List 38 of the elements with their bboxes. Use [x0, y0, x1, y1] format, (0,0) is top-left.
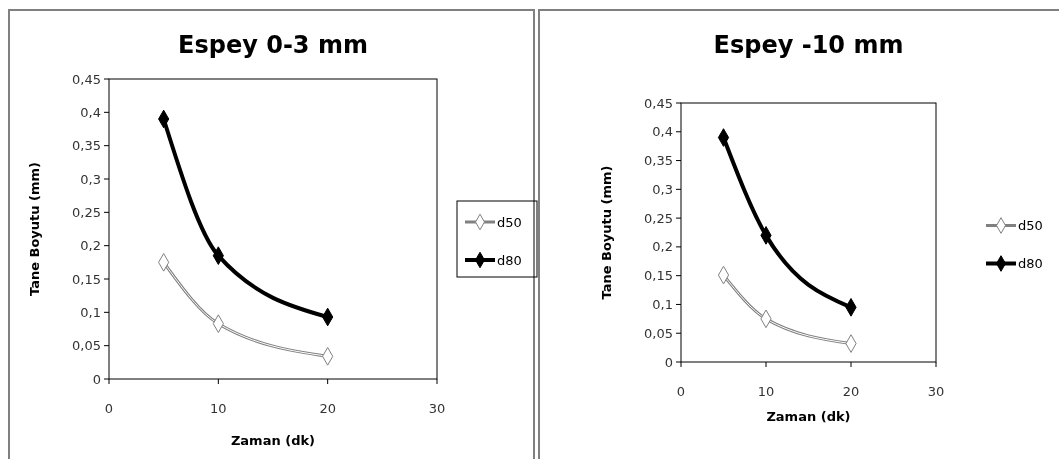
y-tick-label: 0,25 — [644, 210, 673, 226]
x-tick-label: 20 — [319, 401, 336, 416]
x-tick-label: 30 — [927, 384, 945, 399]
chart-title: Espey -10 mm — [713, 31, 904, 59]
y-tick-label: 0,35 — [72, 138, 101, 154]
y-tick-label: 0,15 — [72, 271, 101, 287]
y-tick-label: 0,3 — [652, 181, 673, 197]
y-tick-label: 0 — [92, 371, 101, 387]
y-tick-label: 0,05 — [72, 338, 101, 354]
legend-label: d80 — [1018, 256, 1043, 272]
y-tick-label: 0,4 — [80, 104, 101, 120]
y-tick-label: 0,1 — [652, 296, 673, 312]
y-tick-label: 0,35 — [644, 153, 673, 169]
x-axis-title: Zaman (dk) — [766, 409, 851, 424]
y-tick-label: 0,2 — [652, 239, 673, 255]
legend-label: d80 — [497, 252, 522, 268]
y-tick-label: 0 — [664, 354, 673, 370]
x-axis-title: Zaman (dk) — [230, 433, 316, 448]
y-tick-label: 0,45 — [72, 71, 101, 87]
y-axis-title: Tane Boyutu (mm) — [599, 165, 614, 300]
y-tick-label: 0,45 — [644, 95, 673, 111]
y-tick-label: 0,15 — [644, 268, 673, 284]
x-tick-label: 30 — [428, 401, 446, 416]
x-tick-label: 10 — [210, 401, 227, 416]
x-tick-label: 10 — [757, 384, 775, 399]
x-tick-label: 0 — [676, 384, 686, 399]
y-tick-label: 0,3 — [80, 171, 101, 187]
legend-label: d50 — [1018, 218, 1043, 234]
x-tick-label: 0 — [104, 401, 114, 416]
y-tick-label: 0,4 — [652, 124, 673, 140]
x-tick-label: 20 — [842, 384, 860, 399]
chart-title: Espey 0-3 mm — [178, 31, 368, 59]
legend-label: d50 — [497, 214, 522, 230]
y-axis-title: Tane Boyutu (mm) — [27, 161, 42, 297]
y-tick-label: 0,25 — [72, 204, 101, 220]
y-tick-label: 0,1 — [80, 304, 101, 320]
y-tick-label: 0,2 — [80, 238, 101, 254]
y-tick-label: 0,05 — [644, 325, 673, 341]
